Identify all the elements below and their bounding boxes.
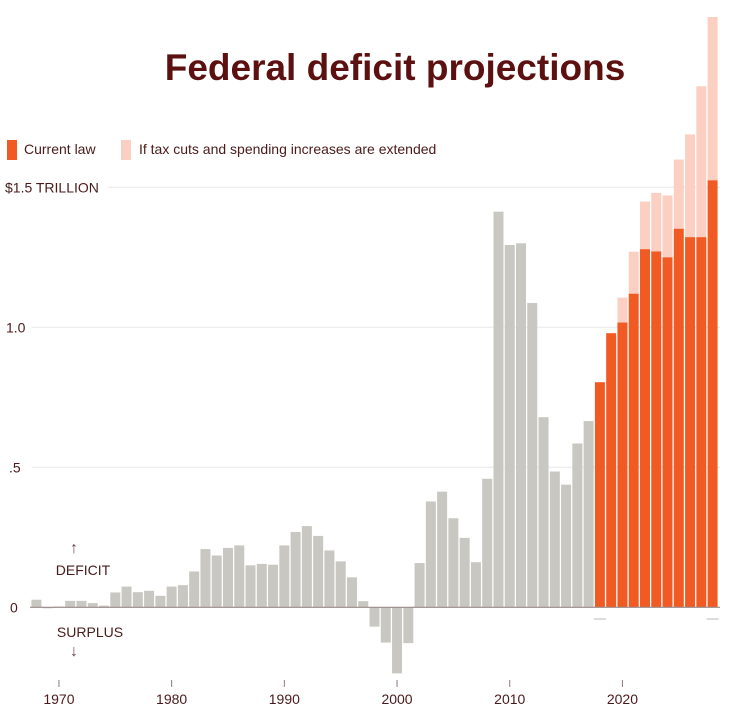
bar-historical-1985 bbox=[222, 547, 233, 608]
bar-historical-2009 bbox=[493, 211, 504, 608]
bar-extended-2023 bbox=[651, 192, 662, 252]
bar-historical-1992 bbox=[301, 526, 312, 608]
bars bbox=[31, 17, 718, 674]
bar-historical-1973 bbox=[87, 603, 98, 608]
bar-historical-1975 bbox=[110, 592, 121, 608]
surplus-label: SURPLUS bbox=[57, 624, 123, 640]
bar-historical-1982 bbox=[189, 571, 200, 608]
legend-swatch-extended bbox=[121, 140, 131, 160]
x-tick-label: 2010 bbox=[494, 691, 525, 707]
bar-historical-1991 bbox=[290, 531, 301, 608]
bar-historical-1976 bbox=[121, 586, 132, 608]
bar-historical-1978 bbox=[144, 590, 155, 608]
bar-historical-2008 bbox=[482, 478, 493, 608]
bar-current-law-2019 bbox=[606, 333, 617, 608]
bar-extended-2025 bbox=[673, 159, 684, 229]
bar-current-law-2021 bbox=[628, 293, 639, 608]
bar-historical-1993 bbox=[313, 535, 324, 608]
y-tick-label: 1.0 bbox=[6, 319, 26, 335]
legend-swatch-current-law bbox=[7, 140, 17, 160]
bar-current-law-2018 bbox=[594, 382, 605, 608]
bar-historical-1987 bbox=[245, 565, 256, 608]
bar-current-law-2020 bbox=[617, 322, 628, 608]
x-tick-label: 2020 bbox=[607, 691, 638, 707]
bar-current-law-2025 bbox=[673, 228, 684, 608]
bar-extended-2027 bbox=[696, 86, 707, 238]
bar-historical-2001 bbox=[403, 607, 414, 644]
y-tick-label: 0 bbox=[10, 599, 18, 615]
bar-extended-2021 bbox=[628, 251, 639, 294]
bar-current-law-2022 bbox=[639, 249, 650, 608]
bar-current-law-2028 bbox=[707, 180, 718, 608]
bar-historical-1986 bbox=[234, 545, 245, 608]
x-tick-label: 1970 bbox=[43, 691, 74, 707]
down-arrow-icon: ↓ bbox=[70, 643, 78, 660]
bar-historical-1999 bbox=[380, 607, 391, 643]
x-tick-label: 2000 bbox=[381, 691, 412, 707]
bar-historical-2002 bbox=[414, 563, 425, 608]
bar-historical-1998 bbox=[369, 607, 380, 627]
bar-current-law-2023 bbox=[651, 251, 662, 608]
bar-historical-1994 bbox=[324, 550, 335, 608]
bar-extended-2022 bbox=[639, 201, 650, 250]
bar-historical-2010 bbox=[504, 244, 515, 608]
bar-historical-1989 bbox=[268, 564, 279, 608]
bar-historical-2016 bbox=[572, 443, 583, 608]
legend-label-extended: If tax cuts and spending increases are e… bbox=[139, 141, 436, 157]
bar-extended-2026 bbox=[685, 134, 696, 238]
bar-historical-1979 bbox=[155, 595, 166, 608]
bar-historical-1995 bbox=[335, 561, 346, 608]
bar-historical-1968 bbox=[31, 599, 42, 608]
bar-historical-1981 bbox=[177, 585, 188, 608]
y-tick-label: $1.5 TRILLION bbox=[5, 179, 99, 195]
deficit-label: DEFICIT bbox=[56, 562, 111, 578]
bar-historical-1997 bbox=[358, 601, 369, 608]
x-tick-label: 1980 bbox=[156, 691, 187, 707]
legend: Current law If tax cuts and spending inc… bbox=[7, 140, 436, 160]
bar-historical-2003 bbox=[425, 501, 436, 608]
bar-historical-1980 bbox=[166, 586, 177, 608]
bar-historical-1971 bbox=[65, 600, 76, 608]
bar-historical-2000 bbox=[392, 607, 403, 674]
bar-historical-1996 bbox=[346, 577, 357, 608]
bar-historical-2013 bbox=[538, 417, 549, 608]
legend-label-current-law: Current law bbox=[24, 141, 96, 157]
bar-extended-2024 bbox=[662, 195, 673, 258]
y-tick-label: .5 bbox=[9, 459, 21, 475]
bar-historical-1972 bbox=[76, 600, 87, 608]
bar-historical-1984 bbox=[211, 555, 222, 608]
bar-historical-2015 bbox=[561, 484, 572, 608]
bar-historical-2006 bbox=[459, 537, 470, 608]
bar-extended-2020 bbox=[617, 297, 628, 323]
direction-annotations: ↑ DEFICIT SURPLUS ↓ bbox=[56, 540, 123, 660]
up-arrow-icon: ↑ bbox=[70, 540, 78, 557]
gridlines bbox=[32, 186, 720, 468]
x-axis: 1970 1980 1990 2000 2010 2020 bbox=[43, 618, 719, 707]
bar-historical-2011 bbox=[516, 243, 527, 608]
bar-historical-2014 bbox=[549, 471, 560, 608]
bar-historical-1988 bbox=[256, 563, 267, 608]
bar-historical-2005 bbox=[448, 518, 459, 608]
x-tick-label: 1990 bbox=[269, 691, 300, 707]
bar-current-law-2026 bbox=[685, 237, 696, 608]
bar-historical-1977 bbox=[132, 592, 143, 608]
y-axis-labels: 0 .5 1.0 $1.5 TRILLION bbox=[5, 179, 99, 615]
bar-historical-2007 bbox=[470, 562, 481, 608]
bar-historical-1990 bbox=[279, 545, 290, 608]
bar-historical-1983 bbox=[200, 549, 211, 608]
bar-historical-2017 bbox=[583, 421, 594, 608]
bar-historical-1974 bbox=[99, 605, 110, 608]
bar-historical-2004 bbox=[437, 491, 448, 608]
bar-current-law-2024 bbox=[662, 257, 673, 608]
bar-current-law-2027 bbox=[696, 237, 707, 608]
bar-extended-2028 bbox=[707, 17, 718, 181]
bar-historical-2012 bbox=[527, 302, 538, 608]
chart-title: Federal deficit projections bbox=[165, 47, 626, 88]
